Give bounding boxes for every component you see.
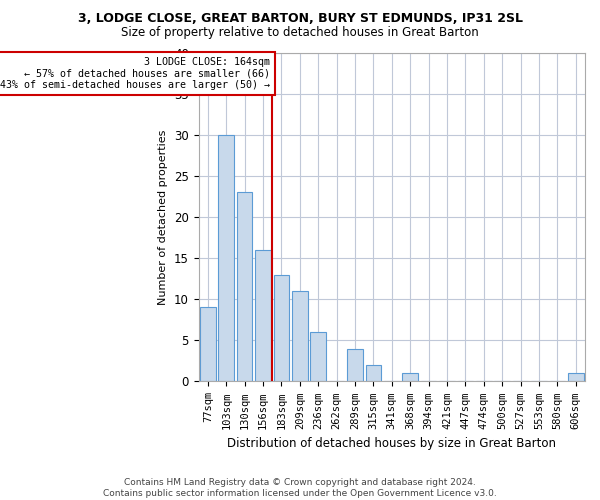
Bar <box>365 365 381 382</box>
Bar <box>218 134 234 382</box>
Bar <box>347 348 363 382</box>
Bar <box>310 332 326 382</box>
Bar <box>568 373 584 382</box>
Text: Contains HM Land Registry data © Crown copyright and database right 2024.
Contai: Contains HM Land Registry data © Crown c… <box>103 478 497 498</box>
Text: 3 LODGE CLOSE: 164sqm
← 57% of detached houses are smaller (66)
43% of semi-deta: 3 LODGE CLOSE: 164sqm ← 57% of detached … <box>1 56 271 90</box>
Text: Size of property relative to detached houses in Great Barton: Size of property relative to detached ho… <box>121 26 479 39</box>
Bar <box>255 250 271 382</box>
Bar <box>403 373 418 382</box>
X-axis label: Distribution of detached houses by size in Great Barton: Distribution of detached houses by size … <box>227 437 556 450</box>
Bar <box>237 192 253 382</box>
Y-axis label: Number of detached properties: Number of detached properties <box>158 130 169 304</box>
Bar <box>274 274 289 382</box>
Text: 3, LODGE CLOSE, GREAT BARTON, BURY ST EDMUNDS, IP31 2SL: 3, LODGE CLOSE, GREAT BARTON, BURY ST ED… <box>77 12 523 26</box>
Bar <box>292 291 308 382</box>
Bar <box>200 308 215 382</box>
